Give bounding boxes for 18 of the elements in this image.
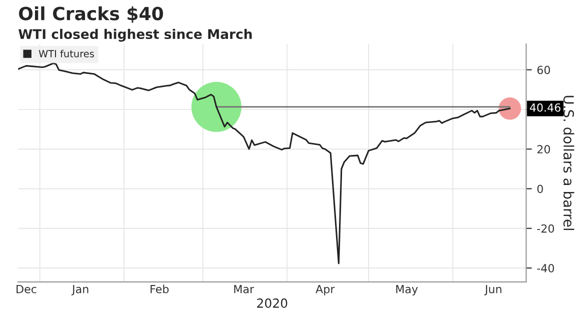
y-tick-label: 60	[537, 66, 550, 74]
y-tick-label: 0	[537, 184, 543, 194]
x-axis-title: 2020	[257, 298, 288, 308]
x-tick-label: Mar	[234, 285, 254, 294]
x-tick-label: May	[396, 285, 418, 296]
y-tick-label: -40	[537, 264, 554, 272]
x-tick-label: Jan	[71, 285, 88, 296]
x-tick-label: Apr	[316, 285, 335, 296]
x-tick-label: Feb	[150, 284, 169, 294]
annotation: 40.46	[530, 103, 560, 112]
legend-label: WTI futures	[38, 50, 94, 58]
y-tick-label: -20	[537, 224, 554, 233]
x-tick-label: Jun	[484, 285, 502, 296]
y-tick-label: 20	[537, 145, 550, 154]
y-axis-title: U.S. dollars a barrel	[563, 96, 574, 230]
chart-subtitle: WTI closed highest since March	[18, 28, 252, 42]
chart-title: Oil Cracks $40	[19, 6, 164, 23]
x-tick-label: Dec	[16, 285, 36, 294]
